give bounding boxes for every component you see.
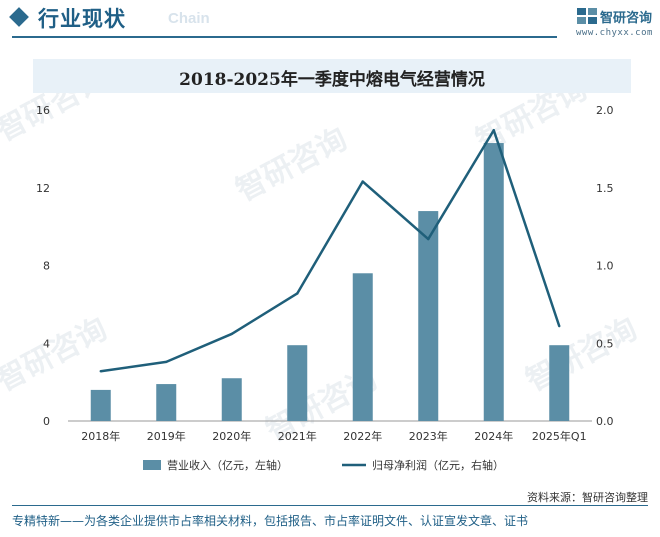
line-point bbox=[427, 237, 430, 241]
logo-name: 智研咨询 bbox=[600, 11, 653, 26]
bar bbox=[549, 345, 570, 421]
source-note: 资料来源：智研咨询整理 bbox=[527, 491, 648, 504]
y-left-tick-label: 12 bbox=[36, 182, 50, 195]
bar bbox=[418, 211, 439, 421]
y-right-tick-label: 1.0 bbox=[596, 260, 614, 273]
bar bbox=[352, 273, 373, 421]
line-point bbox=[165, 360, 168, 364]
logo-url: www.chyxx.com bbox=[576, 28, 653, 38]
line-point bbox=[361, 180, 364, 183]
logo-icon bbox=[577, 8, 597, 24]
x-tick-label: 2024年 bbox=[474, 429, 513, 443]
x-tick-label: 2020年 bbox=[212, 429, 251, 443]
x-tick-label: 2022年 bbox=[343, 429, 382, 443]
bar bbox=[90, 389, 111, 421]
line-point bbox=[492, 129, 495, 132]
header: 行业现状 Chain 智研咨询 www.chyxx.com bbox=[0, 0, 660, 40]
x-tick-label: 2025年Q1 bbox=[532, 429, 587, 443]
x-tick-label: 2019年 bbox=[147, 429, 186, 443]
line-point bbox=[296, 292, 299, 295]
chart-title-bar: 2018-2025年一季度中熔电气经营情况 bbox=[33, 59, 631, 93]
bar bbox=[483, 143, 504, 421]
line-series bbox=[100, 128, 561, 373]
bar bbox=[156, 384, 177, 421]
footer-rule bbox=[12, 505, 648, 506]
y-left-tick-label: 4 bbox=[43, 337, 50, 350]
x-tick-label: 2023年 bbox=[409, 429, 448, 443]
ghost-text: Chain bbox=[168, 10, 210, 27]
y-right-tick-label: 0.0 bbox=[596, 415, 614, 428]
line-point bbox=[99, 370, 102, 373]
bar bbox=[221, 378, 242, 421]
y-right-tick-label: 1.5 bbox=[596, 182, 614, 195]
legend-bar-label: 营业收入（亿元，左轴） bbox=[167, 458, 288, 472]
y-left-tick-label: 8 bbox=[43, 260, 50, 273]
y-left-tick-label: 0 bbox=[43, 415, 50, 428]
logo: 智研咨询 www.chyxx.com bbox=[576, 4, 660, 40]
footer-note: 专精特新——为各类企业提供市占率相关材料，包括报告、市占率证明文件、认证宣发文章… bbox=[12, 514, 529, 528]
y-right-tick-label: 0.5 bbox=[596, 337, 614, 350]
y-right-tick-label: 2.0 bbox=[596, 104, 614, 117]
y-left-tick-label: 16 bbox=[36, 104, 50, 117]
header-rule bbox=[12, 36, 557, 38]
section-title: 行业现状 bbox=[38, 7, 126, 31]
x-tick-label: 2021年 bbox=[278, 429, 317, 443]
legend-line-label: 归母净利润（亿元，右轴） bbox=[372, 458, 504, 472]
bar bbox=[287, 345, 308, 421]
chart-title: 2018-2025年一季度中熔电气经营情况 bbox=[179, 70, 485, 90]
line-point bbox=[558, 324, 561, 328]
line-point bbox=[230, 332, 233, 336]
legend-bar-swatch bbox=[143, 460, 161, 470]
x-tick-label: 2018年 bbox=[81, 429, 120, 443]
